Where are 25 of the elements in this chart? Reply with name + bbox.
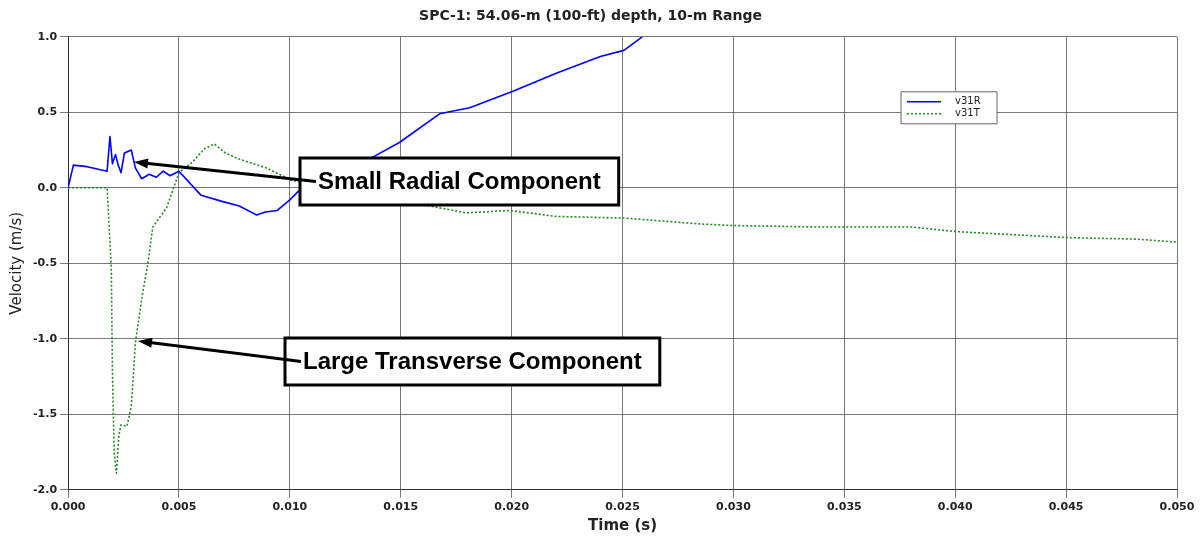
x-tick-label: 0.020: [494, 500, 530, 514]
legend-label: v31T: [955, 107, 981, 119]
x-tick-label: 0.025: [605, 500, 640, 514]
x-tick-label: 0.000: [50, 500, 86, 514]
x-tick-label: 0.010: [272, 500, 308, 514]
y-tick-label: -1.0: [32, 331, 58, 345]
x-axis-title: Time (s): [588, 515, 658, 534]
x-tick-label: 0.045: [1048, 500, 1084, 514]
y-tick-label: -1.5: [32, 407, 58, 421]
annotation: Small Radial Component: [318, 167, 601, 195]
x-tick-label: 0.035: [826, 500, 862, 514]
x-tick-label: 0.030: [716, 500, 752, 514]
x-tick-label: 0.040: [937, 500, 973, 514]
x-tick-label: 0.005: [161, 500, 197, 514]
chart-title: SPC-1: 54.06-m (100-ft) depth, 10-m Range: [419, 7, 762, 24]
legend-label: v31R: [955, 95, 981, 107]
y-tick-label: 0.0: [37, 180, 58, 194]
annotation: Large Transverse Component: [303, 347, 642, 375]
y-tick-label: -2.0: [32, 482, 58, 496]
y-axis-title: Velocity (m/s): [6, 211, 25, 315]
x-tick-label: 0.015: [383, 500, 419, 514]
x-tick-label: 0.050: [1159, 500, 1195, 514]
y-tick-label: 0.5: [37, 105, 58, 119]
y-tick-label: -0.5: [32, 256, 58, 270]
y-tick-label: 1.0: [37, 29, 58, 43]
